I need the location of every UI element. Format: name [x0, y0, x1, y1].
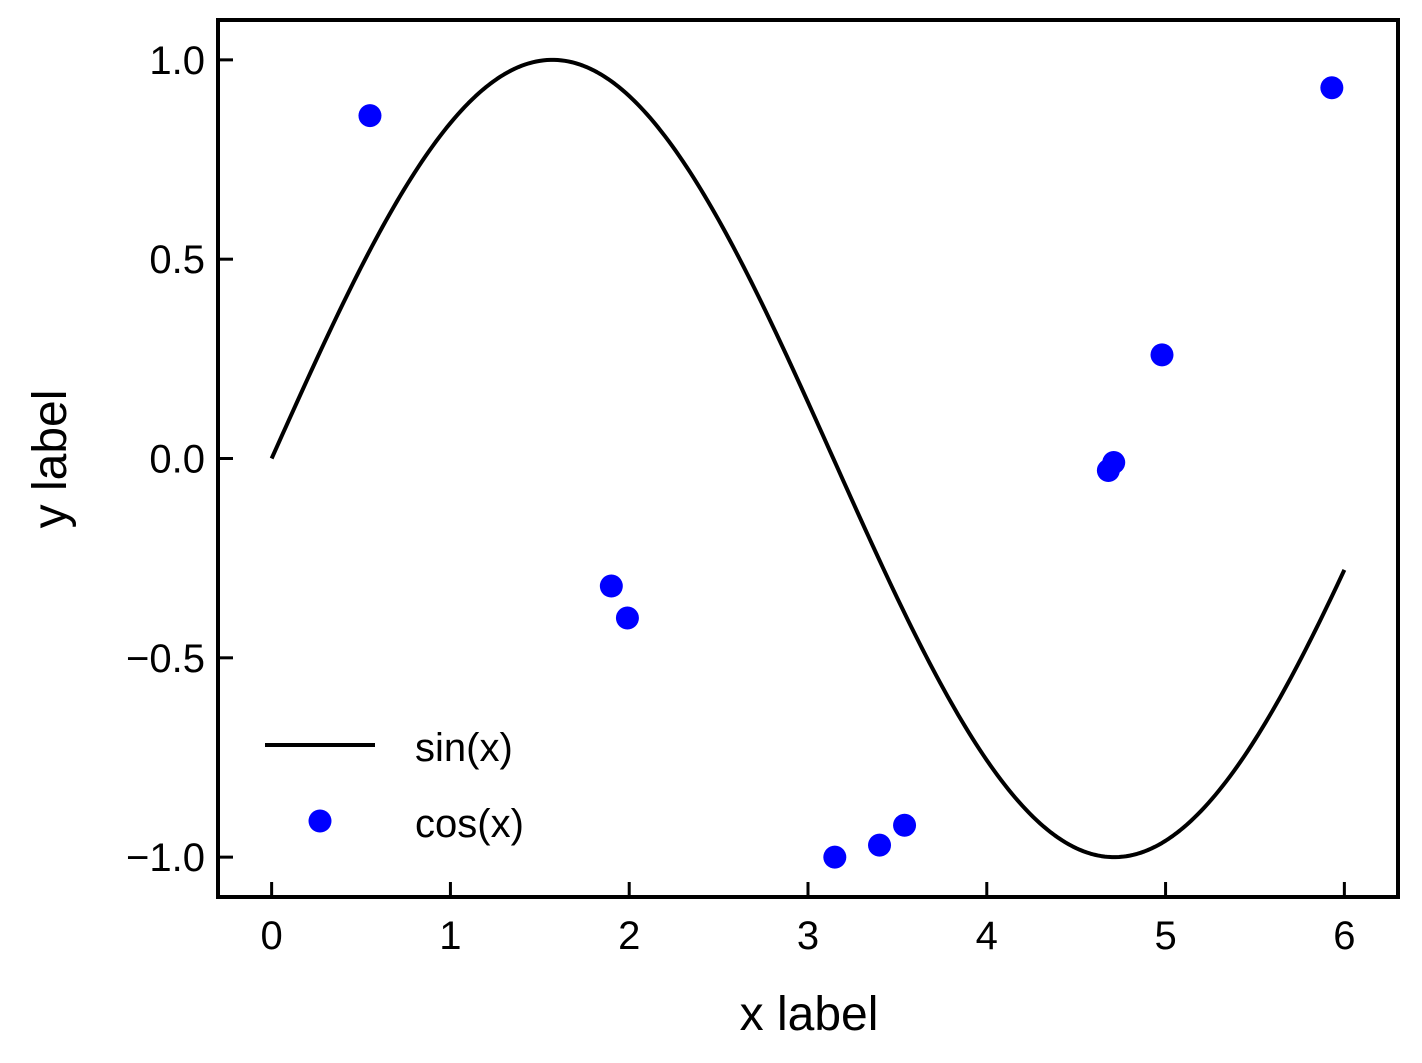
plot-frame — [216, 18, 1400, 899]
axes: 0 1 2 3 4 5 6 −1.0 −0.5 0.0 0.5 1.0 — [126, 18, 1400, 958]
legend-marker-sample — [308, 809, 332, 833]
scatter-point — [893, 813, 917, 837]
scatter-point — [868, 833, 892, 857]
legend: sin(x) cos(x) — [265, 726, 524, 846]
x-tick-label: 2 — [618, 914, 640, 958]
scatter-point — [1150, 343, 1174, 367]
x-axis-label: x label — [740, 988, 879, 1041]
y-tick-label: 1.0 — [149, 39, 205, 83]
x-tick-label: 5 — [1154, 914, 1176, 958]
y-axis-label: y label — [24, 390, 77, 529]
plot-area — [269, 57, 1347, 869]
y-tick-label: 0.0 — [149, 438, 205, 482]
legend-label-cos: cos(x) — [415, 802, 524, 846]
scatter-point — [1102, 450, 1126, 474]
x-tick-label: 6 — [1333, 914, 1355, 958]
x-tick-label: 0 — [261, 914, 283, 958]
y-tick-label: −0.5 — [126, 637, 205, 681]
y-tick-label: −1.0 — [126, 836, 205, 880]
x-tick-label: 4 — [976, 914, 998, 958]
scatter-point — [1320, 76, 1344, 100]
scatter-point — [599, 574, 623, 598]
scatter-point — [823, 845, 847, 869]
x-tick-label: 1 — [439, 914, 461, 958]
legend-label-sin: sin(x) — [415, 726, 513, 770]
y-tick-label: 0.5 — [149, 238, 205, 282]
scatter-point — [358, 104, 382, 128]
scatter-point — [615, 606, 639, 630]
series-line-sin — [269, 57, 1347, 860]
x-tick-label: 3 — [797, 914, 819, 958]
